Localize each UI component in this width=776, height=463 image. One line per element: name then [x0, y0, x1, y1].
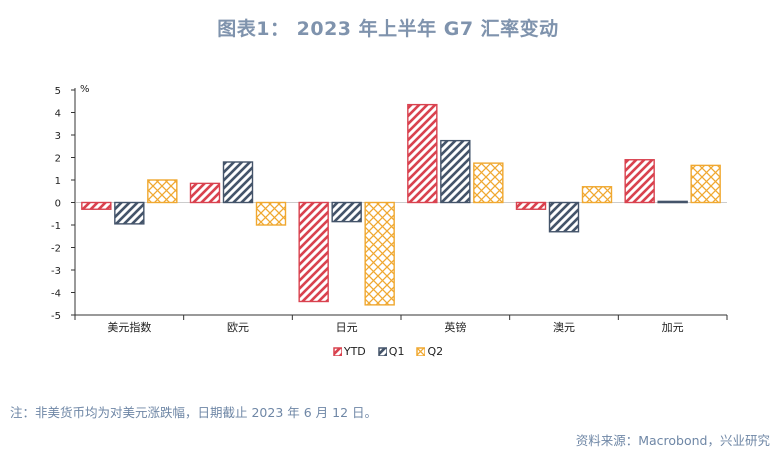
bar-q1 — [331, 201, 362, 223]
bar-ytd — [624, 159, 655, 204]
bar-q1 — [440, 139, 471, 204]
footnote: 注：非美货币均为对美元涨跌幅，日期截止 2023 年 6 月 12 日。 — [10, 405, 378, 420]
chart-legend: YTD Q1 Q2 — [0, 344, 776, 358]
legend-swatch — [333, 347, 342, 356]
source-text: 资料来源：Macrobond，兴业研究 — [575, 433, 770, 448]
legend-label: Q1 — [388, 344, 405, 358]
y-tick-label: -5 — [51, 311, 61, 322]
bar-q1 — [222, 161, 254, 204]
bar-q2 — [364, 201, 395, 306]
x-tick-label: 美元指数 — [107, 320, 151, 334]
legend-swatch — [416, 347, 426, 356]
bar-chart: 5 4 3 2 1 0 -1 -2 -3 -4 -5% 美元指数 欧元 日元 英镑 澳元 加元 — [51, 84, 728, 334]
y-axis-unit: % — [80, 84, 90, 95]
bar-q1 — [657, 200, 688, 204]
y-tick-label: -2 — [51, 244, 61, 255]
legend-label: YTD — [343, 344, 366, 358]
y-tick-label: -4 — [51, 289, 61, 300]
legend-item: Q2 — [416, 345, 443, 358]
bar-q2 — [255, 201, 287, 226]
legend-item: YTD — [333, 345, 366, 358]
y-tick-label: -1 — [51, 221, 61, 232]
x-tick-label: 英镑 — [444, 320, 466, 334]
bar-ytd — [81, 201, 112, 210]
bar-q1 — [114, 201, 145, 225]
y-tick-label: 1 — [55, 176, 61, 187]
bar-q1 — [548, 201, 580, 233]
bar-ytd — [298, 201, 329, 303]
x-tick-label: 欧元 — [227, 321, 249, 334]
y-tick-label: 2 — [55, 154, 61, 165]
legend-swatch — [378, 347, 387, 356]
y-tick-label: 5 — [55, 86, 61, 97]
bar-q2 — [690, 164, 721, 204]
x-tick-label: 澳元 — [553, 321, 575, 334]
bar-ytd — [189, 182, 221, 204]
legend-label: Q2 — [427, 344, 444, 358]
legend-item: Q1 — [378, 344, 405, 358]
bar-q2 — [581, 186, 613, 204]
x-tick-label: 加元 — [662, 321, 684, 334]
x-tick-label: 日元 — [336, 321, 358, 334]
bar-q2 — [147, 179, 178, 204]
y-tick-label: 3 — [55, 131, 61, 142]
y-tick-label: -3 — [51, 266, 61, 277]
y-tick-label: 4 — [55, 109, 61, 120]
bar-ytd — [407, 103, 438, 204]
y-tick-label: 0 — [55, 199, 61, 210]
bar-ytd — [515, 201, 547, 210]
chart-title: 图表1： 2023 年上半年 G7 汇率变动 — [217, 18, 559, 40]
bar-q2 — [473, 162, 504, 204]
